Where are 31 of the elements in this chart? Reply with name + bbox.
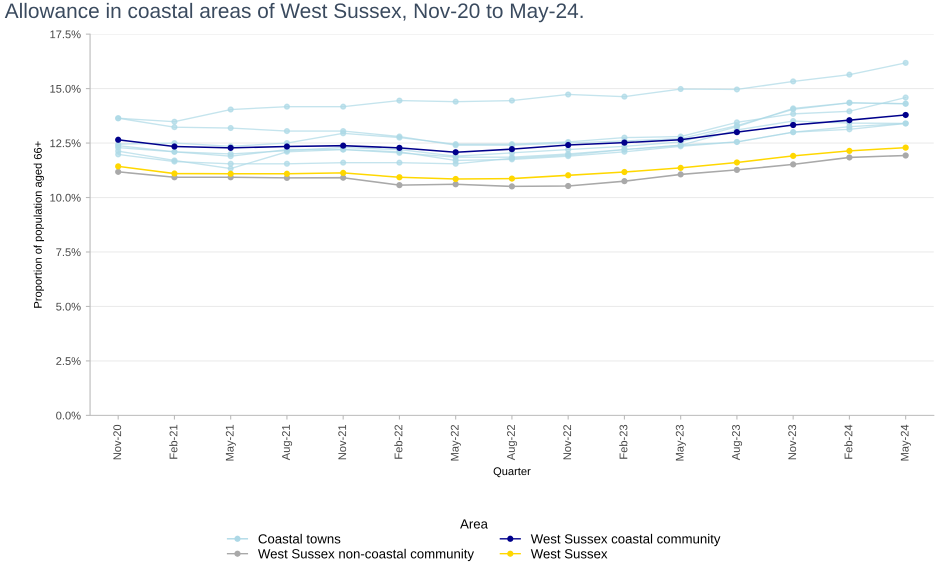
x-tick-label: Feb-22 bbox=[394, 424, 402, 459]
x-tick-label: Nov-21 bbox=[338, 424, 346, 460]
chart-title: Allowance in coastal areas of West Sussex, Nov-20 to May-24. bbox=[4, 2, 583, 22]
x-tick-label: Feb-23 bbox=[619, 424, 628, 459]
legend-label: West Sussex coastal community bbox=[530, 534, 720, 546]
y-tick-label: 15.0% bbox=[50, 84, 81, 93]
legend-label: Coastal towns bbox=[258, 534, 340, 544]
x-axis-title: Quarter bbox=[494, 467, 531, 478]
y-tick-label: 5.0% bbox=[56, 302, 81, 311]
y-tick-label: 0.0% bbox=[56, 412, 81, 420]
x-tick-label: Feb-24 bbox=[844, 424, 852, 459]
x-tick-label: Aug-22 bbox=[507, 424, 518, 460]
legend-label: West Sussex bbox=[530, 549, 608, 558]
y-tick-label: 17.5% bbox=[50, 30, 81, 38]
x-tick-label: Nov-23 bbox=[788, 424, 796, 460]
x-tick-label: May-24 bbox=[900, 424, 911, 461]
x-tick-label: May-23 bbox=[676, 424, 686, 461]
x-tick-label: Nov-22 bbox=[563, 424, 572, 460]
x-tick-label: Feb-21 bbox=[169, 424, 178, 459]
y-tick-label: 2.5% bbox=[56, 357, 81, 366]
x-tick-label: Aug-23 bbox=[732, 424, 742, 460]
y-tick-label: 7.5% bbox=[56, 248, 81, 256]
x-tick-label: Nov-20 bbox=[113, 424, 122, 460]
x-tick-label: May-21 bbox=[226, 424, 236, 461]
x-tick-label: Aug-21 bbox=[282, 424, 292, 460]
y-axis-title: Proportion of population aged 66+ bbox=[34, 141, 44, 308]
legend-label: West Sussex non-coastal community bbox=[258, 548, 474, 562]
legend-title: Area bbox=[460, 519, 488, 529]
y-tick-label: 10.0% bbox=[50, 194, 81, 202]
x-tick-label: May-22 bbox=[450, 424, 461, 461]
y-tick-label: 12.5% bbox=[50, 139, 81, 148]
